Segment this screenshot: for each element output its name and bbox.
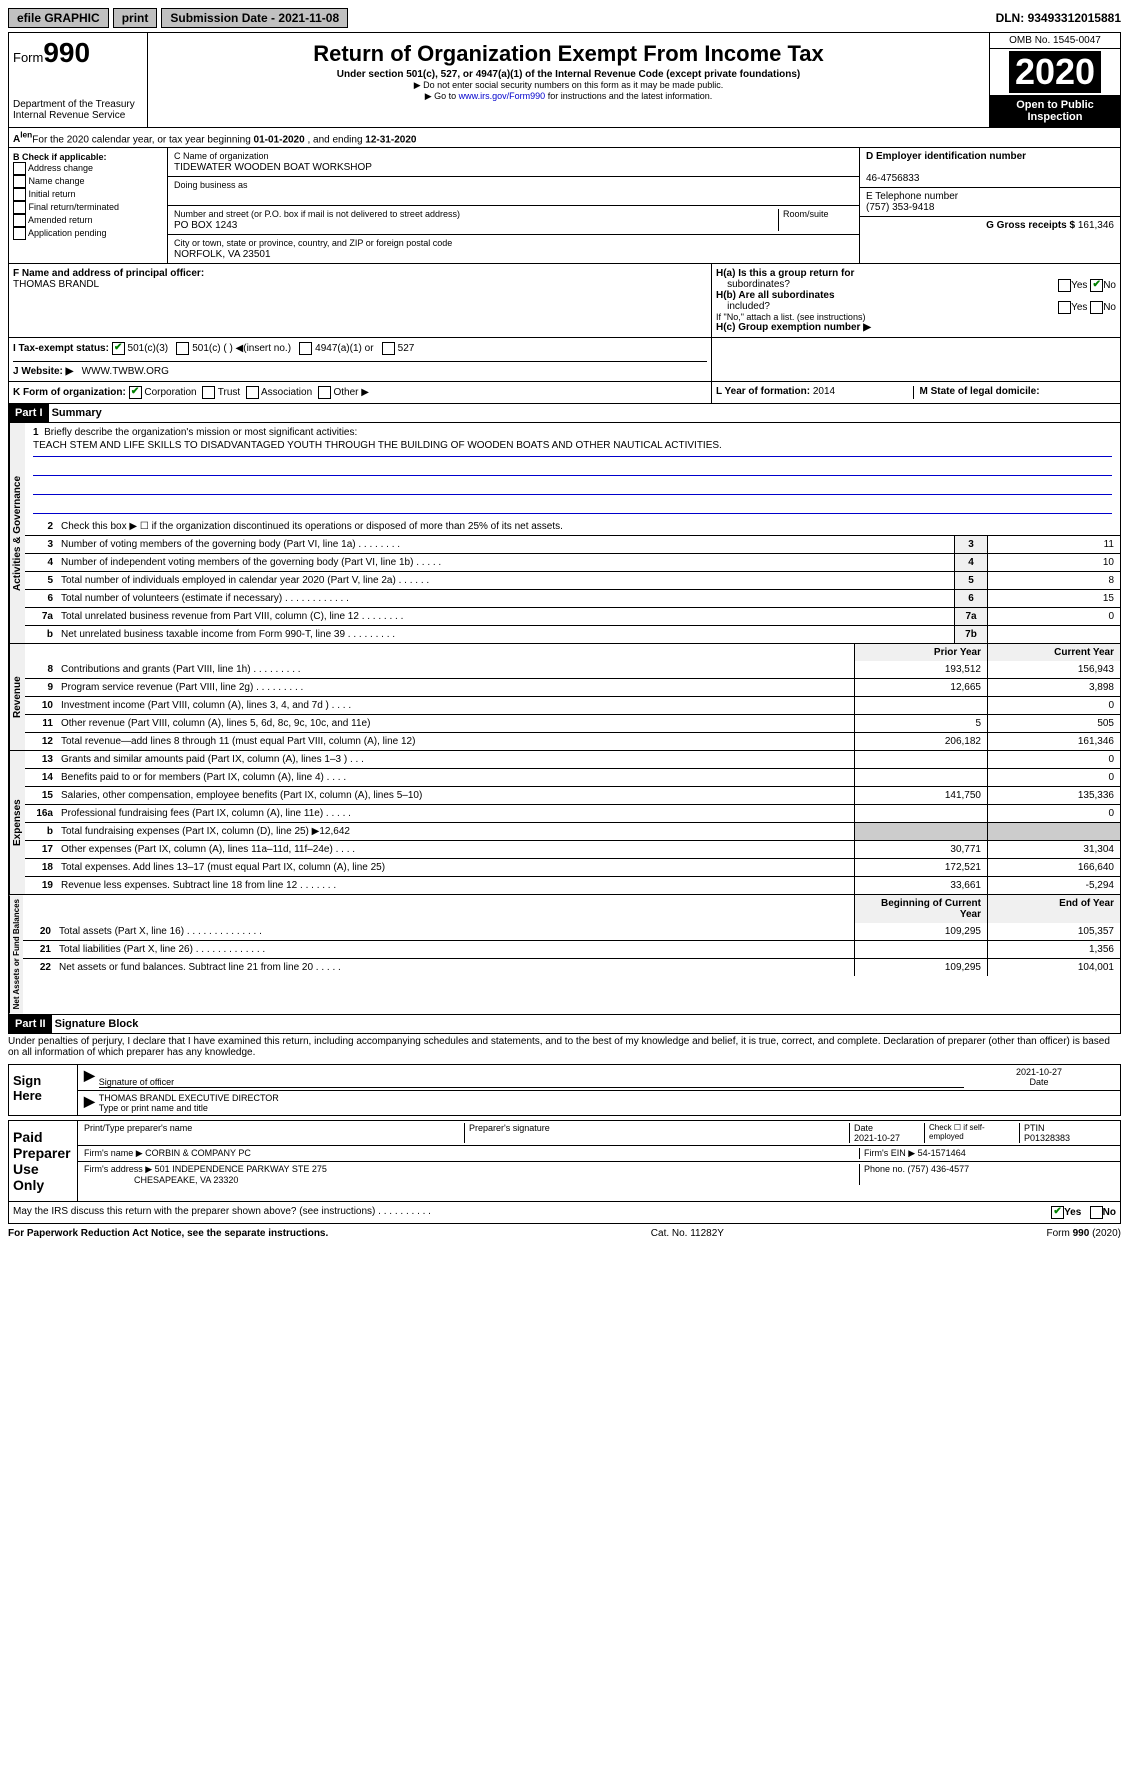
part2-header: Part II Signature Block <box>8 1015 1121 1034</box>
assoc-checkbox[interactable] <box>246 386 259 399</box>
omb-number: OMB No. 1545-0047 <box>990 33 1120 49</box>
footer: For Paperwork Reduction Act Notice, see … <box>8 1224 1121 1243</box>
box-c: C Name of organizationTIDEWATER WOODEN B… <box>168 148 859 263</box>
officer-name: THOMAS BRANDL EXECUTIVE DIRECTOR <box>99 1093 279 1103</box>
dept-treasury: Department of the Treasury <box>13 99 143 110</box>
perjury-text: Under penalties of perjury, I declare th… <box>8 1034 1121 1060</box>
discuss-yes-checkbox[interactable] <box>1051 1206 1064 1219</box>
print-button[interactable]: print <box>113 8 158 28</box>
tax-year: 2020 <box>1009 51 1101 93</box>
row-a-taxyear: AlenFor the 2020 calendar year, or tax y… <box>8 128 1121 148</box>
527-checkbox[interactable] <box>382 342 395 355</box>
form-title: Return of Organization Exempt From Incom… <box>154 41 983 67</box>
org-name: TIDEWATER WOODEN BOAT WORKSHOP <box>174 162 372 173</box>
ssn-note: ▶ Do not enter social security numbers o… <box>154 80 983 91</box>
org-city: NORFOLK, VA 23501 <box>174 249 271 260</box>
box-deg: D Employer identification number46-47568… <box>859 148 1120 263</box>
ha-no-checkbox[interactable] <box>1090 279 1103 292</box>
hb-no-checkbox[interactable] <box>1090 301 1103 314</box>
other-checkbox[interactable] <box>318 386 331 399</box>
corp-checkbox[interactable] <box>129 386 142 399</box>
top-bar: efile GRAPHIC print Submission Date - 20… <box>8 8 1121 28</box>
open-public: Open to PublicInspection <box>990 95 1120 127</box>
governance-section: Activities & Governance 1 Briefly descri… <box>8 423 1121 644</box>
501c-checkbox[interactable] <box>176 342 189 355</box>
section-bcd: B Check if applicable: Address change Na… <box>8 148 1121 264</box>
trust-checkbox[interactable] <box>202 386 215 399</box>
principal-officer: THOMAS BRANDL <box>13 279 99 290</box>
box-b: B Check if applicable: Address change Na… <box>9 148 168 263</box>
mission-text: TEACH STEM AND LIFE SKILLS TO DISADVANTA… <box>33 438 1112 457</box>
row-fh: F Name and address of principal officer:… <box>8 264 1121 338</box>
ha-yes-checkbox[interactable] <box>1058 279 1071 292</box>
goto-note: ▶ Go to www.irs.gov/Form990 for instruct… <box>154 91 983 102</box>
firm-name: CORBIN & COMPANY PC <box>145 1148 251 1158</box>
4947-checkbox[interactable] <box>299 342 312 355</box>
revenue-section: Revenue Prior YearCurrent Year 8Contribu… <box>8 644 1121 751</box>
row-klm: K Form of organization: Corporation Trus… <box>8 382 1121 404</box>
paid-preparer: Paid Preparer Use Only Print/Type prepar… <box>8 1120 1121 1202</box>
501c3-checkbox[interactable] <box>112 342 125 355</box>
part1-header: Part I Summary <box>8 404 1121 423</box>
gross-receipts: 161,346 <box>1078 220 1114 231</box>
phone: (757) 353-9418 <box>866 202 934 213</box>
ein: 46-4756833 <box>866 173 919 184</box>
netassets-section: Net Assets or Fund Balances Beginning of… <box>8 895 1121 1014</box>
sign-here: Sign Here ▶Signature of officer2021-10-2… <box>8 1064 1121 1116</box>
form-subtitle: Under section 501(c), 527, or 4947(a)(1)… <box>154 69 983 80</box>
hb-yes-checkbox[interactable] <box>1058 301 1071 314</box>
form-header: Form990 Department of the Treasury Inter… <box>8 32 1121 128</box>
row-ij: I Tax-exempt status: 501(c)(3) 501(c) ( … <box>8 338 1121 382</box>
org-address: PO BOX 1243 <box>174 220 237 231</box>
discuss-no-checkbox[interactable] <box>1090 1206 1103 1219</box>
form-number: Form990 <box>13 37 143 69</box>
efile-badge: efile GRAPHIC <box>8 8 109 28</box>
expenses-section: Expenses 13Grants and similar amounts pa… <box>8 751 1121 895</box>
discuss-row: May the IRS discuss this return with the… <box>8 1202 1121 1224</box>
website: WWW.TWBW.ORG <box>82 366 169 377</box>
irs-label: Internal Revenue Service <box>13 110 143 121</box>
submission-date: Submission Date - 2021-11-08 <box>161 8 348 28</box>
irs-link[interactable]: www.irs.gov/Form990 <box>459 91 546 101</box>
dln: DLN: 93493312015881 <box>996 11 1121 25</box>
ptin: P01328383 <box>1024 1133 1070 1143</box>
